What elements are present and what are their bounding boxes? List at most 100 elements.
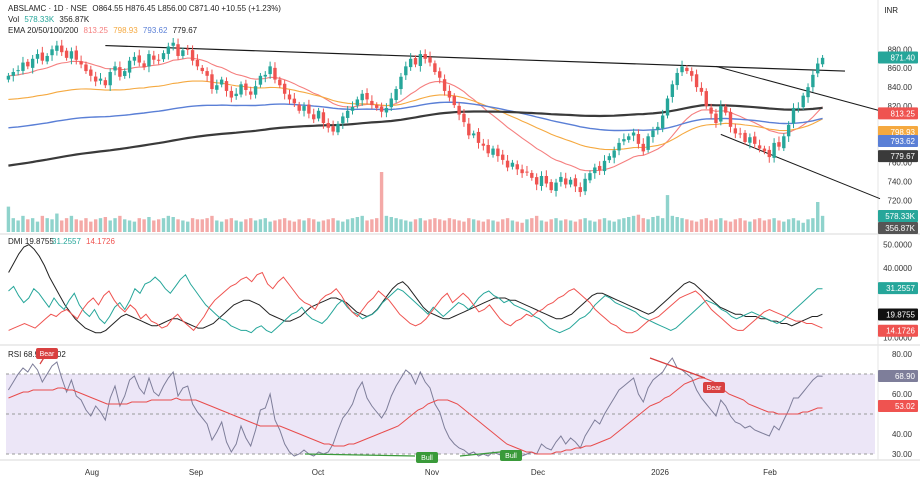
price-axis-tick: 820.00 xyxy=(888,102,913,111)
volume-bar xyxy=(273,220,277,232)
candle-body xyxy=(733,128,738,134)
dmi-label: DMI 19.8755 xyxy=(8,237,54,246)
rsi-axis-tick: 30.00 xyxy=(892,450,913,459)
candle-body xyxy=(777,142,781,147)
volume-bar xyxy=(811,218,815,232)
candle-body xyxy=(782,136,786,149)
candle-body xyxy=(45,55,49,62)
rsi-axis-tick: 40.00 xyxy=(892,430,913,439)
volume-bar xyxy=(665,195,670,232)
price-axis-tick: 840.00 xyxy=(888,83,913,92)
volume-bar xyxy=(510,220,515,232)
rsi-tag: 68.90 xyxy=(895,372,916,381)
volume-bar xyxy=(287,220,292,232)
candle-body xyxy=(801,95,805,108)
volume-bar xyxy=(302,220,306,232)
volume-bar xyxy=(21,215,25,232)
rsi-tag-bg xyxy=(878,399,918,412)
rsi-signal-badge xyxy=(703,382,725,393)
candle-body xyxy=(404,66,408,76)
volume-bar xyxy=(627,217,631,232)
candle-body xyxy=(719,106,723,122)
volume-bar xyxy=(50,219,54,232)
candle-body xyxy=(249,91,253,95)
candle-body xyxy=(307,104,311,114)
ema-label: EMA 20/50/100/200 xyxy=(8,26,79,35)
volume-bar xyxy=(719,218,723,232)
volume-bar xyxy=(384,215,389,232)
candle-body xyxy=(714,113,718,124)
volume-bar xyxy=(486,219,490,232)
candle-body xyxy=(457,105,461,115)
candle-body xyxy=(602,160,607,172)
candle-body xyxy=(181,50,185,56)
volume-bar xyxy=(757,218,762,232)
candle-body xyxy=(292,98,297,104)
candle-body xyxy=(98,78,103,81)
volume-bar xyxy=(573,221,578,232)
ema-legend: EMA 20/50/100/200 813.25 798.93 793.62 7… xyxy=(8,26,200,35)
volume-bar xyxy=(467,218,471,232)
candle-body xyxy=(743,132,747,142)
candle-body xyxy=(539,175,544,186)
volume-bar xyxy=(597,219,602,232)
candle-body xyxy=(35,54,40,59)
candle-body xyxy=(665,98,670,116)
dmi-value-plus: 31.2557 xyxy=(52,237,81,246)
candle-body xyxy=(331,126,335,132)
volume-bar xyxy=(762,220,767,232)
candle-body xyxy=(675,72,679,86)
volume-bar xyxy=(244,219,248,232)
volume-bar xyxy=(554,218,558,232)
candle-body xyxy=(501,154,505,160)
candle-body xyxy=(433,63,437,73)
volume-bar xyxy=(617,219,621,232)
candle-body xyxy=(297,104,301,111)
candle-body xyxy=(229,90,234,98)
candle-body xyxy=(113,66,117,71)
volume-bar xyxy=(680,218,684,232)
volume-bar xyxy=(646,219,650,232)
candle-body xyxy=(816,63,820,74)
candle-body xyxy=(631,132,636,136)
volume-bar xyxy=(733,219,738,232)
volume-bar xyxy=(743,220,747,232)
candle-body xyxy=(156,59,161,61)
month-label: Feb xyxy=(763,468,777,477)
candle-body xyxy=(147,54,151,67)
volume-tag-bg xyxy=(878,210,918,222)
candle-body xyxy=(127,60,132,73)
candle-body xyxy=(820,57,825,65)
volume-bar xyxy=(670,215,675,232)
candle-body xyxy=(685,67,689,72)
volume-bar xyxy=(394,218,398,232)
candle-body xyxy=(26,61,30,67)
price-axis-tick: 720.00 xyxy=(888,197,913,206)
volume-bar xyxy=(457,220,461,232)
volume-tag: 578.33K xyxy=(885,212,915,221)
candle-body xyxy=(806,87,810,98)
volume-bar xyxy=(152,220,156,232)
volume-bar xyxy=(728,221,733,232)
volume-bar xyxy=(796,220,801,232)
volume-bar xyxy=(375,218,379,232)
volume-bar xyxy=(481,221,486,232)
dmi-axis-tick: 40.0000 xyxy=(883,264,912,273)
candle-body xyxy=(16,70,20,72)
ema200-value: 779.67 xyxy=(172,26,198,35)
volume-bar xyxy=(35,221,40,232)
volume-bar xyxy=(195,219,200,232)
volume-bar xyxy=(229,218,234,232)
price-axis-tick: 880.00 xyxy=(888,45,913,54)
candle-body xyxy=(757,145,762,149)
candle-body xyxy=(89,69,93,76)
candle-body xyxy=(74,50,78,60)
ema100-value: 793.62 xyxy=(142,26,168,35)
candle-body xyxy=(84,64,88,72)
volume-bar xyxy=(74,219,78,232)
volume-bar xyxy=(205,218,209,232)
volume-bar xyxy=(631,215,636,232)
volume-bar xyxy=(418,218,423,232)
price-tag-bg xyxy=(878,125,918,138)
